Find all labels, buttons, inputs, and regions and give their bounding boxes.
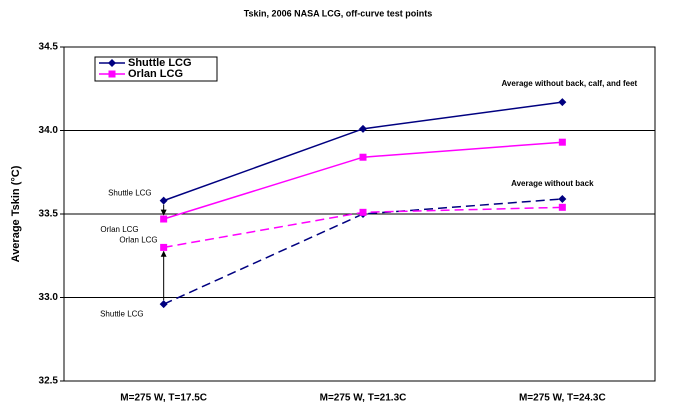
annotation: Average without back [511, 179, 594, 188]
legend-label: Shuttle LCG [128, 57, 192, 69]
data-point [558, 203, 566, 211]
data-point [558, 194, 567, 203]
point-label: Orlan LCG [100, 225, 138, 234]
point-label: Shuttle LCG [108, 189, 152, 198]
data-point [160, 215, 168, 223]
point-label: Shuttle LCG [100, 309, 144, 318]
legend-marker [108, 70, 116, 78]
data-point [359, 153, 367, 161]
series-line [163, 101, 563, 202]
legend-box [94, 56, 218, 82]
data-point [558, 138, 566, 146]
data-point [359, 124, 367, 133]
x-tick-label: M=275 W, T=21.3C [320, 393, 407, 404]
x-tick-label: M=275 W, T=17.5C [120, 393, 207, 404]
y-axis-label: Average Tskin (°C) [10, 165, 22, 262]
y-tick-label: 34.5 [39, 42, 59, 53]
data-point [558, 98, 567, 107]
y-tick-label: 34.0 [39, 125, 59, 136]
y-tick-label: 33.0 [39, 292, 59, 303]
data-point [160, 243, 168, 251]
point-label: Orlan LCG [119, 236, 157, 245]
legend-label: Orlan LCG [128, 68, 183, 80]
legend-marker [108, 59, 116, 67]
series-line [163, 141, 563, 220]
data-point [159, 196, 168, 205]
chart-title: Tskin, 2006 NASA LCG, off-curve test poi… [244, 8, 433, 18]
x-tick-label: M=275 W, T=24.3C [519, 393, 606, 404]
annotation: Average without back, calf, and feet [501, 79, 637, 88]
data-point [359, 208, 367, 216]
data-point [159, 300, 168, 309]
y-tick-label: 32.5 [39, 376, 59, 387]
y-tick-label: 33.5 [39, 209, 59, 220]
